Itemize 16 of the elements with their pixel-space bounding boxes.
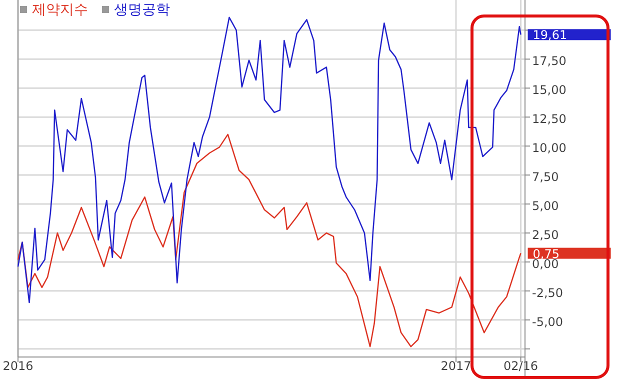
y-tick-label: 15,00 [532, 83, 566, 98]
x-tick-label: 2017 [440, 359, 472, 373]
x-tick-label: 2016 [2, 359, 34, 373]
y-tick-label: 2,50 [532, 228, 559, 242]
y-tick-label: -5,00 [532, 314, 564, 329]
text: 생명공학 [114, 2, 170, 18]
y-tick-label: 17,50 [532, 54, 566, 68]
y-tick-label: 7,50 [532, 170, 559, 184]
line-series [17, 134, 522, 348]
annotation: 19,61 [532, 28, 568, 42]
y-tick-label: 10,00 [532, 141, 566, 156]
y-tick-label: -2,50 [532, 286, 564, 300]
line-series [17, 16, 522, 304]
y-tick-label: 12,50 [532, 112, 566, 126]
y-tick-label: 5,00 [532, 199, 559, 213]
text: 제약지수 [32, 2, 88, 18]
